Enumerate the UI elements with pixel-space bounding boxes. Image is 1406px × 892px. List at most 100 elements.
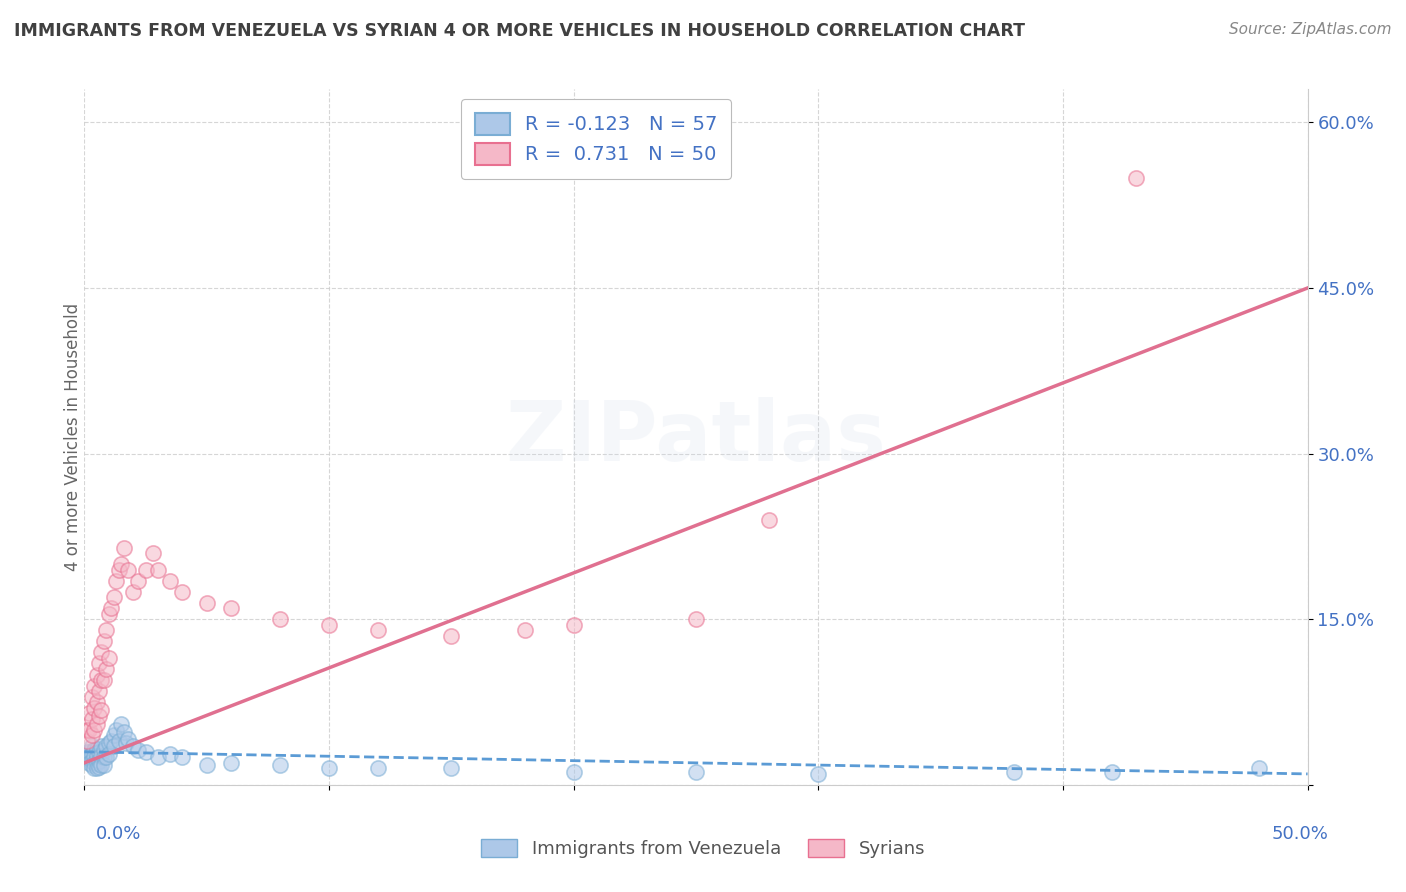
Point — [135, 745, 157, 759]
Point — [86, 695, 108, 709]
Point — [80, 690, 103, 704]
Point — [97, 747, 120, 761]
Point — [112, 725, 135, 739]
Point — [80, 739, 103, 754]
Point — [100, 601, 122, 615]
Point — [76, 733, 98, 747]
Point — [90, 673, 112, 687]
Point — [100, 733, 122, 747]
Point — [103, 739, 125, 754]
Point — [96, 750, 118, 764]
Point — [96, 662, 118, 676]
Text: 50.0%: 50.0% — [1272, 825, 1329, 843]
Point — [97, 736, 120, 750]
Point — [83, 679, 105, 693]
Point — [90, 739, 112, 754]
Point — [77, 745, 100, 759]
Legend: Immigrants from Venezuela, Syrians: Immigrants from Venezuela, Syrians — [474, 831, 932, 865]
Point — [77, 750, 100, 764]
Point — [195, 596, 218, 610]
Point — [112, 541, 135, 555]
Point — [440, 629, 463, 643]
Point — [90, 645, 112, 659]
Point — [110, 557, 132, 571]
Point — [562, 764, 585, 779]
Point — [807, 767, 830, 781]
Point — [87, 709, 110, 723]
Point — [93, 634, 115, 648]
Point — [367, 624, 389, 638]
Point — [77, 756, 100, 770]
Point — [142, 546, 165, 560]
Point — [318, 617, 340, 632]
Point — [83, 756, 105, 770]
Point — [93, 673, 115, 687]
Point — [318, 761, 340, 775]
Point — [172, 750, 194, 764]
Point — [96, 739, 118, 754]
Point — [1247, 761, 1270, 775]
Point — [107, 733, 129, 747]
Point — [80, 728, 103, 742]
Point — [80, 747, 103, 761]
Point — [83, 700, 105, 714]
Point — [269, 612, 291, 626]
Point — [117, 563, 139, 577]
Text: 0.0%: 0.0% — [96, 825, 141, 843]
Point — [127, 742, 149, 756]
Point — [105, 723, 128, 737]
Point — [93, 750, 115, 764]
Point — [159, 574, 181, 588]
Point — [90, 703, 112, 717]
Point — [146, 563, 169, 577]
Point — [172, 584, 194, 599]
Point — [513, 624, 536, 638]
Point — [685, 612, 707, 626]
Point — [105, 574, 128, 588]
Point — [110, 717, 132, 731]
Point — [83, 761, 105, 775]
Point — [269, 758, 291, 772]
Point — [86, 749, 108, 764]
Point — [87, 657, 110, 671]
Point — [80, 712, 103, 726]
Point — [122, 739, 145, 754]
Point — [135, 563, 157, 577]
Point — [76, 745, 98, 759]
Text: ZIPatlas: ZIPatlas — [506, 397, 886, 477]
Point — [86, 756, 108, 770]
Point — [76, 723, 98, 737]
Point — [83, 723, 105, 737]
Point — [1002, 764, 1025, 779]
Point — [1125, 170, 1147, 185]
Point — [86, 761, 108, 775]
Point — [87, 745, 110, 759]
Point — [219, 601, 242, 615]
Point — [93, 742, 115, 756]
Point — [219, 756, 242, 770]
Point — [86, 717, 108, 731]
Point — [77, 706, 100, 721]
Point — [115, 736, 138, 750]
Point — [77, 723, 100, 737]
Point — [103, 728, 125, 742]
Point — [122, 584, 145, 599]
Point — [1101, 764, 1123, 779]
Point — [117, 731, 139, 746]
Point — [83, 742, 105, 756]
Text: IMMIGRANTS FROM VENEZUELA VS SYRIAN 4 OR MORE VEHICLES IN HOUSEHOLD CORRELATION : IMMIGRANTS FROM VENEZUELA VS SYRIAN 4 OR… — [14, 22, 1025, 40]
Point — [83, 749, 105, 764]
Point — [87, 684, 110, 698]
Point — [87, 754, 110, 768]
Point — [86, 741, 108, 756]
Point — [440, 761, 463, 775]
Point — [367, 761, 389, 775]
Point — [97, 607, 120, 621]
Point — [90, 758, 112, 772]
Point — [93, 758, 115, 772]
Text: Source: ZipAtlas.com: Source: ZipAtlas.com — [1229, 22, 1392, 37]
Legend: R = -0.123   N = 57, R =  0.731   N = 50: R = -0.123 N = 57, R = 0.731 N = 50 — [461, 99, 731, 178]
Point — [96, 624, 118, 638]
Point — [127, 574, 149, 588]
Point — [103, 591, 125, 605]
